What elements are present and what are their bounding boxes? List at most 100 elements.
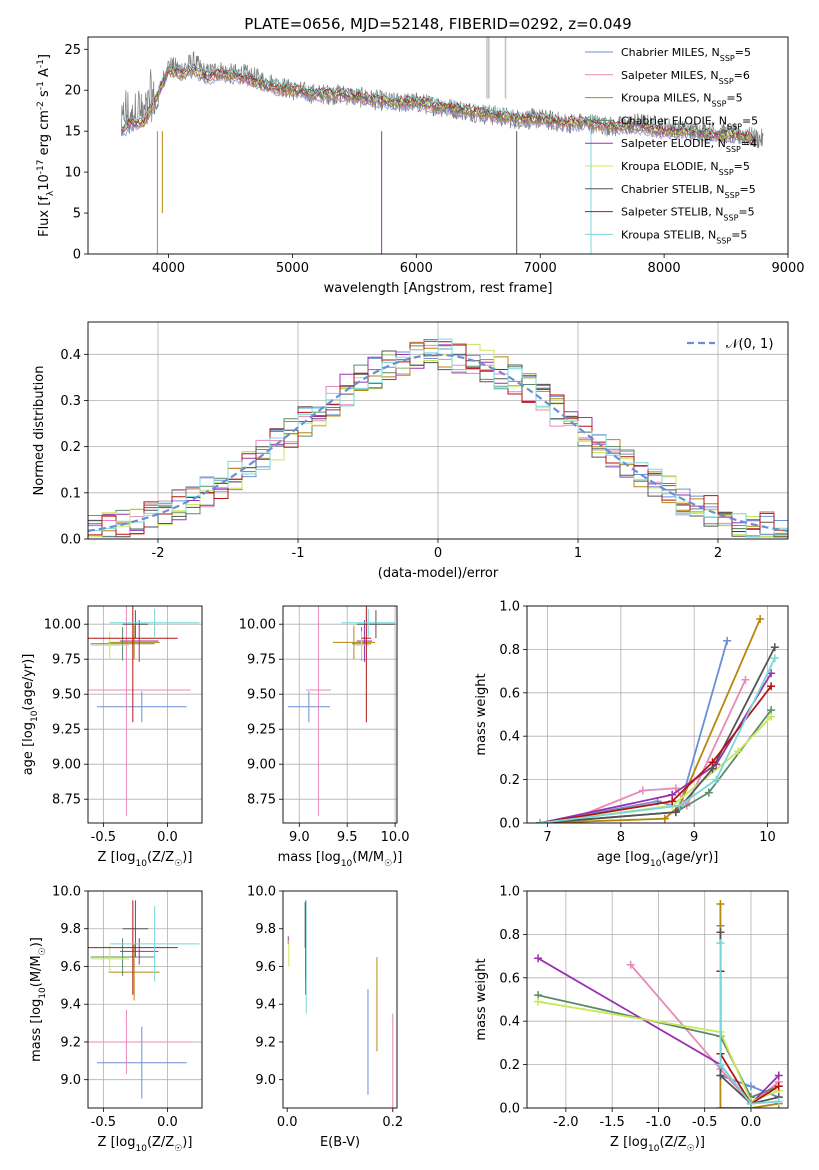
legend-entry: Chabrier STELIB, NSSP=5 <box>621 183 756 200</box>
mass-vs-Z-ylabel-part: (M/M <box>29 955 44 987</box>
age-vs-Z-ylabel: age [log10(age/yr)] <box>21 654 40 776</box>
mass-weight-vs-age-ytick-label: 0.4 <box>499 730 520 745</box>
weight-marker <box>716 1104 725 1108</box>
residuals-xtick-label: -1 <box>292 546 305 561</box>
mass-vs-Z-xlabel-part: 10 <box>135 1144 147 1154</box>
legend-entry: Chabrier MILES, NSSP=5 <box>621 46 751 63</box>
normal-curve <box>88 353 788 532</box>
mass-vs-Z-ytick-label: 9.4 <box>60 998 81 1013</box>
age-vs-mass-xlabel-part: mass [log <box>278 850 341 865</box>
legend-entry-tail: =5 <box>734 160 750 173</box>
spectrum-ylabel-part: Flux [f <box>37 196 52 237</box>
weight-marker <box>734 747 743 756</box>
mass-vs-Z-ytick-label: 9.6 <box>60 960 81 975</box>
weight-marker <box>716 939 725 948</box>
age-vs-mass-frame <box>282 605 398 824</box>
legend-entry-base: Salpeter MILES, N <box>621 69 719 82</box>
mass-vs-Z-xtick-label: -0.5 <box>91 1115 116 1130</box>
weight-marker <box>723 636 732 645</box>
mass-weight-vs-Z-xtick-label: -1.5 <box>599 1115 624 1130</box>
weight-marker <box>704 788 713 797</box>
age-vs-Z-xtick-label: 0.0 <box>157 830 178 845</box>
legend-entry: Kroupa MILES, NSSP=5 <box>621 92 743 109</box>
age-vs-mass-ytick-label: 9.25 <box>247 723 276 738</box>
mass-weight-vs-Z-xtick-label: -1.0 <box>646 1115 671 1130</box>
mass-weight-vs-Z-xtick-label: -2.0 <box>553 1115 578 1130</box>
weight-marker <box>716 928 725 937</box>
mass-vs-Z-ytick-label: 9.2 <box>60 1035 81 1050</box>
mass-vs-Z-xlabel-part: )] <box>182 1135 192 1150</box>
legend-entry-tail: =5 <box>738 206 754 219</box>
spectrum-ytick-label: 20 <box>64 84 81 99</box>
mass-weight-vs-Z-ytick-label: 1.0 <box>499 885 520 900</box>
weight-line-9 <box>540 657 776 823</box>
weight-marker <box>716 1060 725 1069</box>
mass-weight-vs-Z-axes: -2.0 -1.5 -1.0 -0.5 0.0 0.0 0.2 0.4 0.6 0.8 1.0 Z [… <box>474 885 789 1154</box>
residuals-plot-area <box>88 338 788 538</box>
mass-vs-Z-ylabel-part: mass [log <box>29 999 44 1062</box>
legend-entry-sub: SSP <box>725 190 740 199</box>
mass-vs-Z-ylabel-part: ☉ <box>38 947 48 955</box>
legend-entry-sub: SSP <box>716 236 731 245</box>
age-vs-mass-ytick-label: 9.00 <box>247 758 276 773</box>
legend-entry-base: Chabrier ELODIE, N <box>621 114 727 127</box>
mass-weight-vs-Z-ytick-label: 0.8 <box>499 928 520 943</box>
mass-weight-vs-age-ytick-label: 0.2 <box>499 773 520 788</box>
histogram-7 <box>88 350 788 538</box>
spectrum-frame <box>87 36 789 255</box>
weight-line-1 <box>540 640 728 823</box>
age-vs-Z-ytick-label: 8.75 <box>52 793 81 808</box>
weight-marker <box>536 819 545 823</box>
mass-vs-Z-xlabel-part: ☉ <box>174 1144 182 1154</box>
weight-marker <box>671 784 680 793</box>
mass-weight-vs-Z-plot-area <box>534 900 783 1108</box>
mass-vs-ebv-xtick-label: 0.0 <box>277 1115 298 1130</box>
residuals-ytick-label: 0.2 <box>60 440 81 455</box>
residuals-ytick-label: 0.0 <box>60 533 81 548</box>
residuals-ytick-label: 0.1 <box>60 486 81 501</box>
age-vs-Z-xlabel-part: (Z/Z <box>147 850 174 865</box>
weight-marker <box>774 1097 783 1106</box>
age-vs-mass-ytick-label: 8.75 <box>247 793 276 808</box>
mass-weight-vs-age-xlabel-part: 10 <box>650 859 662 869</box>
mass-weight-vs-age-frame <box>526 605 789 824</box>
residuals-frame <box>87 321 789 540</box>
residuals-xtick-label: -2 <box>152 546 165 561</box>
weight-marker <box>756 615 765 624</box>
model-line-9 <box>121 62 757 138</box>
age-vs-Z-ytick-label: 10.00 <box>44 618 81 633</box>
weight-marker <box>534 954 543 963</box>
age-vs-mass-xlabel-part: ☉ <box>384 859 392 869</box>
mass-weight-vs-Z-xtick-label: -0.5 <box>692 1115 717 1130</box>
mass-weight-vs-Z-xlabel-part: Z [log <box>610 1135 648 1150</box>
spectrum-ytick-label: 15 <box>64 125 81 140</box>
legend-entry-sub: SSP <box>723 213 738 222</box>
age-vs-Z-frame <box>87 605 203 824</box>
mass-weight-vs-age-xlabel-part: (age/yr)] <box>661 850 718 865</box>
mass-vs-Z-xlabel-part: (Z/Z <box>147 1135 174 1150</box>
spectrum-xtick-label: 7000 <box>524 261 557 276</box>
mass-vs-Z-frame <box>87 890 203 1109</box>
age-vs-Z-plot-area <box>88 606 200 816</box>
weight-line-2 <box>630 964 780 1105</box>
weight-marker <box>716 1071 725 1080</box>
legend-entry-sub: SSP <box>711 99 726 108</box>
weight-line-8 <box>540 685 772 823</box>
legend-entry-tail: =4 <box>741 137 757 150</box>
spectrum-ylabel-part: -1 <box>36 81 46 90</box>
spectrum-plot-area <box>121 37 764 254</box>
weight-marker <box>741 675 750 684</box>
mass-vs-Z-ylabel: mass [log10(M/M☉)] <box>29 937 48 1062</box>
weight-marker <box>774 1082 783 1091</box>
plots: 4000 5000 6000 7000 8000 90000510152025wavele… <box>21 36 805 1154</box>
spectrum-ylabel-part: -2 <box>36 101 46 110</box>
mass-weight-vs-Z-xlabel: Z [log10(Z/Z☉)] <box>610 1135 705 1154</box>
mass-weight-vs-age-xlabel: age [log10(age/yr)] <box>597 850 719 869</box>
weight-marker <box>774 1071 783 1080</box>
histogram-6 <box>88 341 788 538</box>
age-vs-mass-xlabel-part: )] <box>392 850 402 865</box>
mass-vs-Z-ytick-label: 10.0 <box>52 885 81 900</box>
mass-weight-vs-Z-ytick-label: 0.0 <box>499 1102 520 1117</box>
legend-entry-base: Kroupa ELODIE, N <box>621 160 719 173</box>
